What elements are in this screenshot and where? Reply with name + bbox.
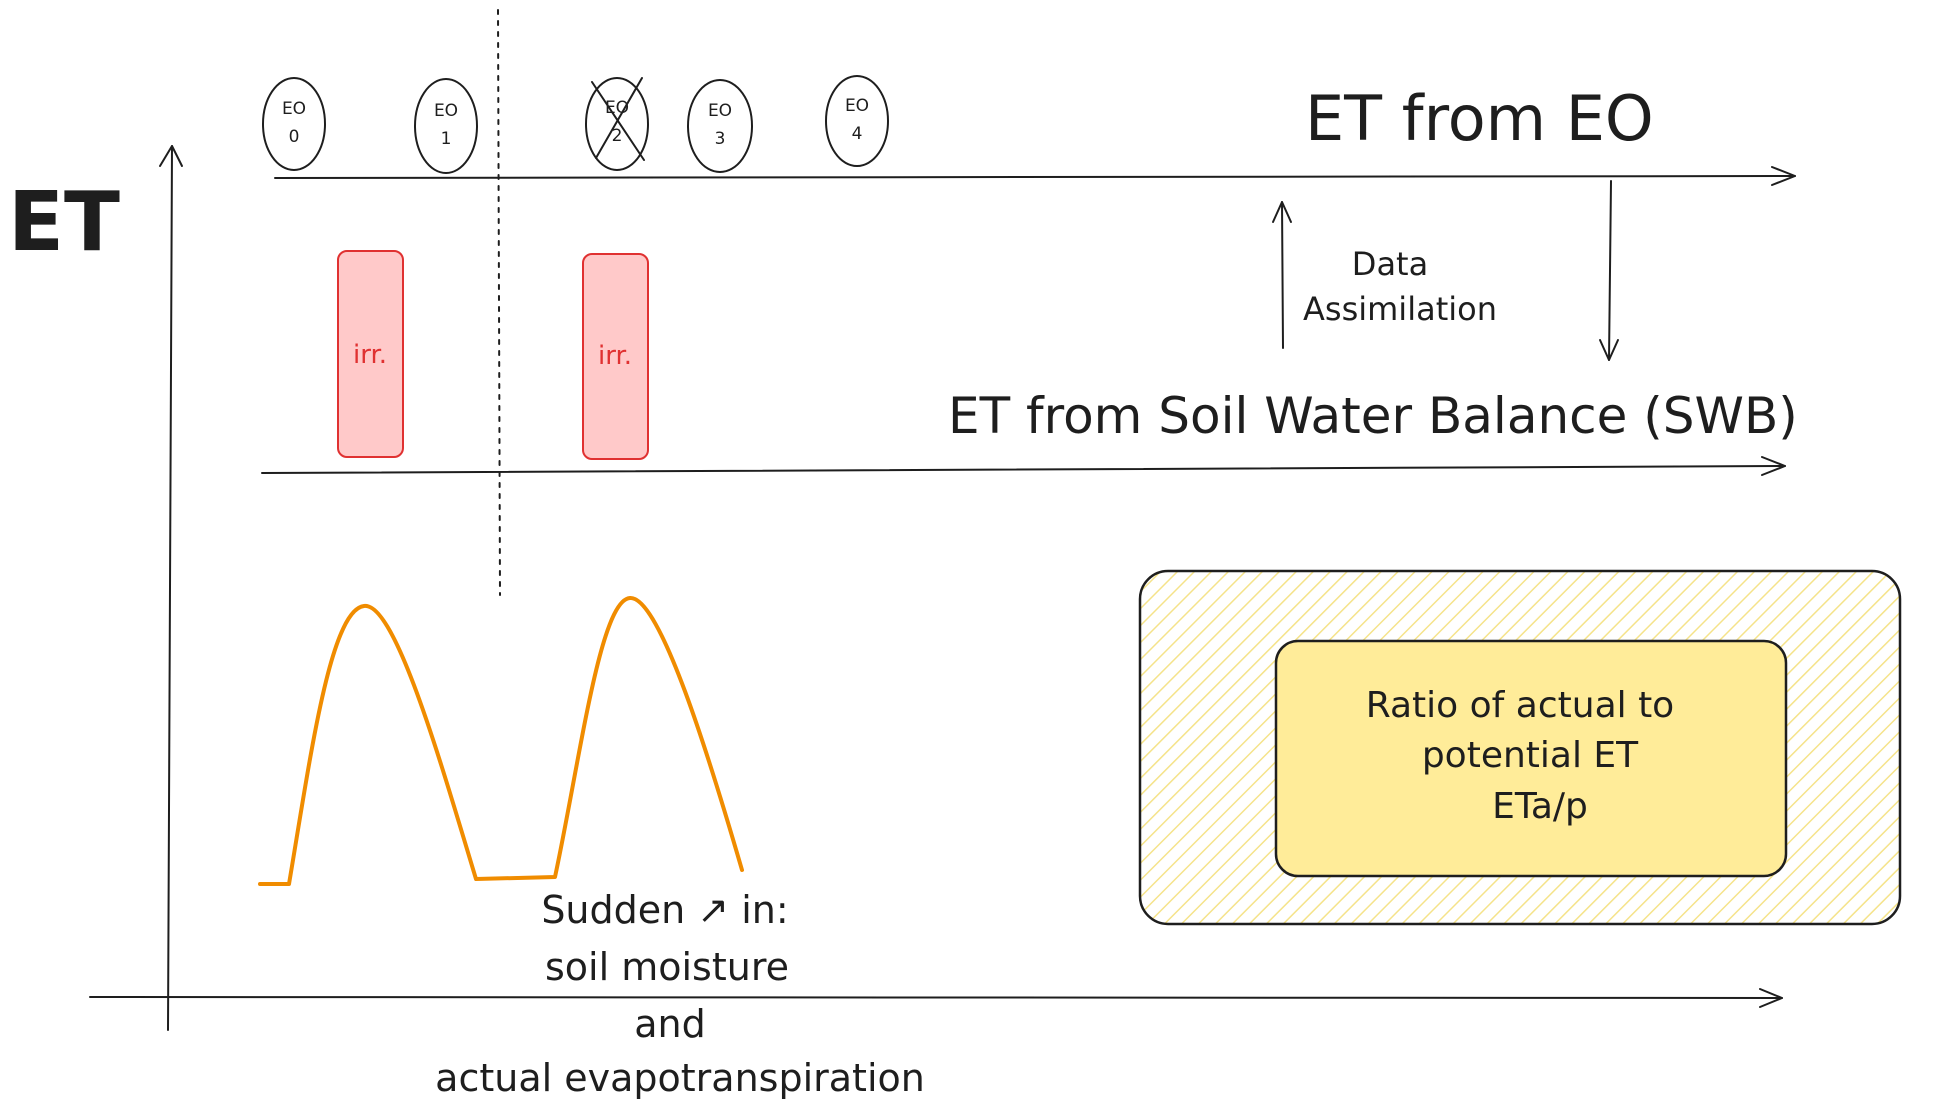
x-axis <box>89 988 1783 1008</box>
eo-timeline-arrow <box>274 166 1796 186</box>
observation-index: 1 <box>441 129 452 149</box>
assimilation-down-arrow <box>1599 180 1619 361</box>
eo-timeline-label: ET from EO <box>1305 82 1654 155</box>
irrigation-event-2: irr. <box>582 253 649 460</box>
assimilation-up-arrow <box>1272 201 1292 349</box>
irrigation-label: irr. <box>598 341 632 371</box>
observation-id: EO <box>708 101 732 121</box>
observation-eo-3: EO 3 <box>687 79 753 173</box>
assimilation-label-line1: Data <box>1352 245 1428 283</box>
sudden-note-line4: actual evapotranspiration <box>435 1056 925 1100</box>
ratio-text-line1: Ratio of actual to <box>1366 685 1674 726</box>
sudden-note-line2: soil moisture <box>545 945 789 989</box>
sudden-note-line1: Sudden ↗ in: <box>541 888 788 932</box>
ratio-text-line2: potential ET <box>1422 735 1639 776</box>
assimilation-label-line2: Assimilation <box>1303 290 1497 328</box>
observation-eo-1: EO 1 <box>414 78 478 174</box>
observation-index: 3 <box>715 129 726 149</box>
y-axis <box>159 145 183 1031</box>
observation-id: EO <box>434 101 458 121</box>
irrigation-event-1: irr. <box>337 250 404 458</box>
rejected-cross-icon <box>591 77 645 161</box>
swb-timeline-arrow <box>261 456 1786 476</box>
sudden-note-line3: and <box>634 1002 706 1046</box>
et-response-curve <box>258 595 744 886</box>
observation-id: EO <box>282 99 306 119</box>
observation-id: EO <box>845 96 869 116</box>
observation-index: 2 <box>612 126 623 146</box>
ratio-text-line3: ETa/p <box>1492 786 1588 827</box>
observation-eo-2-rejected: EO 2 <box>585 77 649 171</box>
observation-index: 0 <box>289 127 300 147</box>
observation-id: EO <box>605 98 629 118</box>
dotted-separator <box>497 9 501 596</box>
ratio-inner-box: Ratio of actual to potential ET ETa/p <box>1274 639 1788 878</box>
observation-eo-4: EO 4 <box>825 75 889 167</box>
swb-timeline-label: ET from Soil Water Balance (SWB) <box>948 387 1798 445</box>
observation-index: 4 <box>852 124 863 144</box>
observation-eo-0: EO 0 <box>262 77 326 171</box>
y-axis-label: ET <box>8 175 120 270</box>
irrigation-label: irr. <box>353 340 387 370</box>
